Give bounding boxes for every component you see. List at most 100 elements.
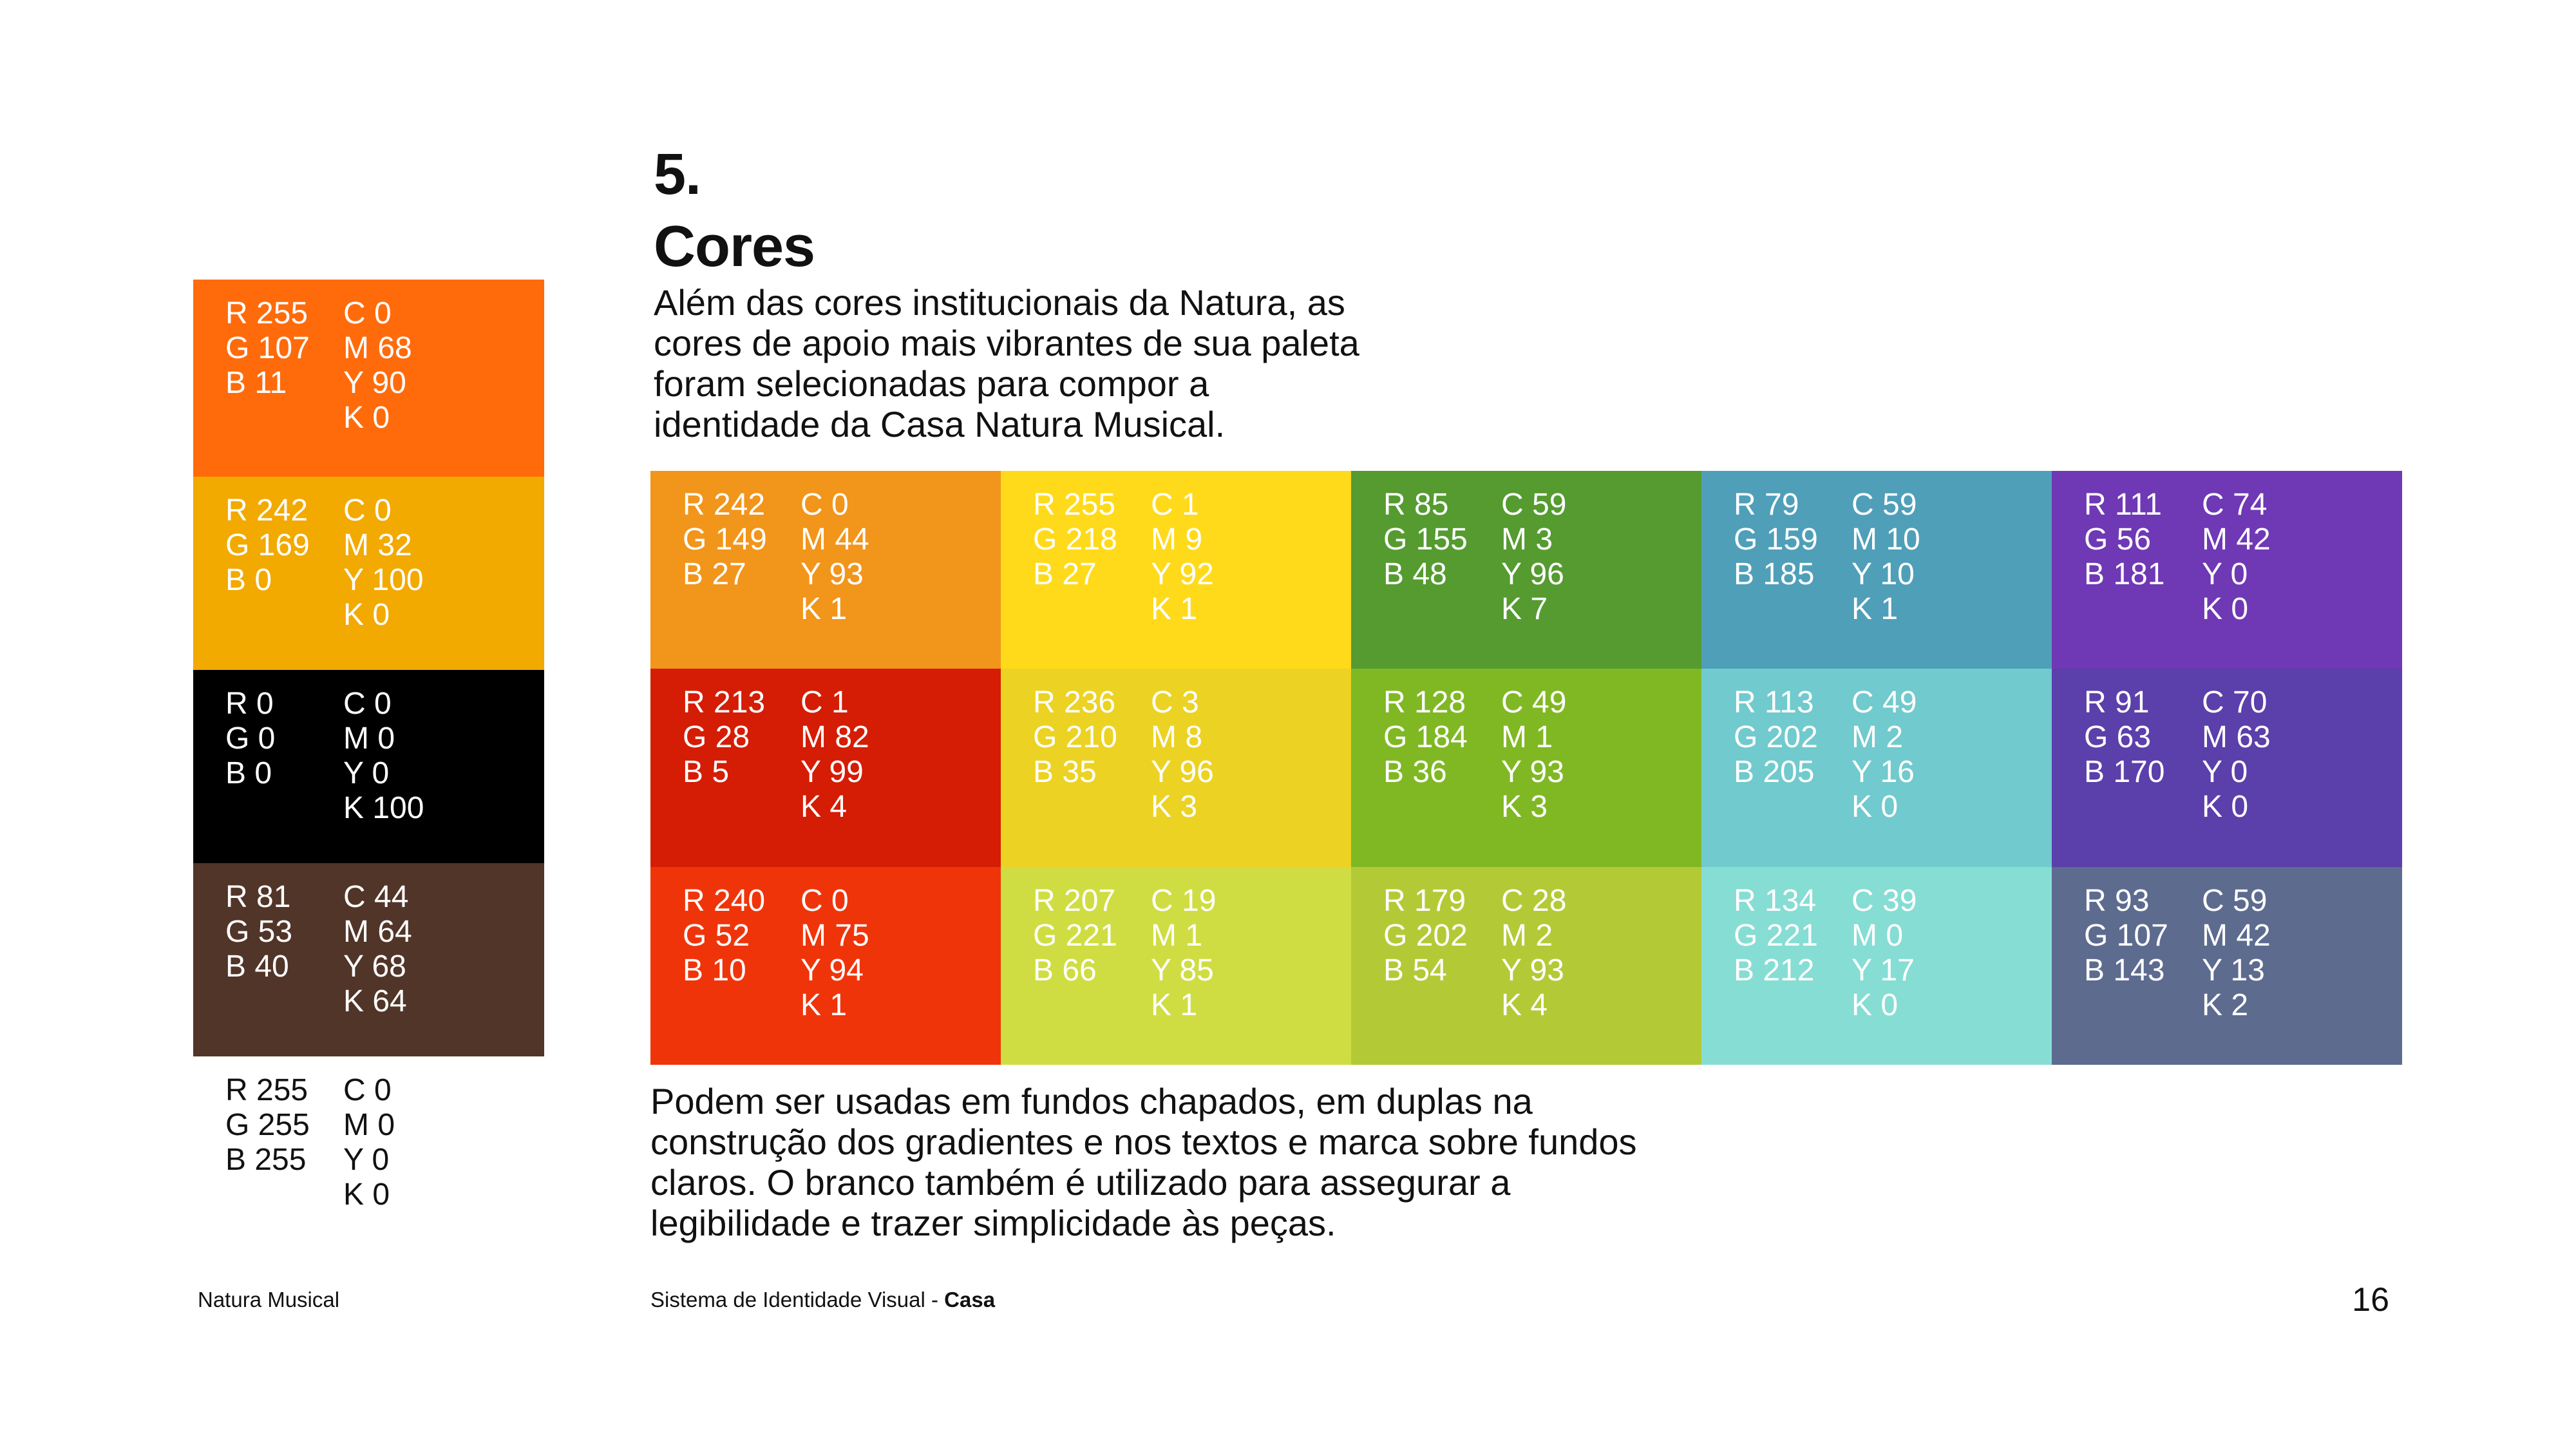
rgb-value: R 0	[225, 687, 274, 721]
rgb-value: B 27	[683, 557, 746, 591]
cmyk-value: Y 93	[1501, 755, 1564, 790]
rgb-values: R 255 G 218 B 27	[1033, 488, 1151, 627]
cmyk-value: M 1	[1501, 720, 1553, 755]
rgb-values: R 81 G 53 B 40	[225, 880, 343, 1019]
cmyk-values: C 59 M 42 Y 13 K 2	[2202, 884, 2298, 1023]
cmyk-value: K 0	[1852, 790, 1899, 825]
cmyk-value: C 1	[1151, 488, 1199, 522]
rgb-value: R 242	[225, 493, 308, 528]
rgb-values: R 134 G 221 B 212	[1734, 884, 1852, 1023]
cmyk-value: K 4	[800, 790, 848, 825]
rgb-value: B 36	[1383, 755, 1447, 790]
rgb-value: B 48	[1383, 557, 1447, 591]
color-swatch: R 79 G 159 B 185 C 59 M 10 Y 10 K 1	[1701, 471, 2052, 669]
rgb-values: R 213 G 28 B 5	[683, 685, 800, 825]
cmyk-value: C 0	[343, 493, 392, 528]
cmyk-value: Y 0	[2202, 755, 2248, 790]
rgb-value: B 185	[1734, 557, 1815, 591]
rgb-value: G 255	[225, 1108, 310, 1142]
cmyk-value: C 0	[800, 883, 849, 918]
rgb-values: R 207 G 221 B 66	[1033, 884, 1151, 1023]
cmyk-value: C 59	[1501, 488, 1567, 522]
rgb-values: R 255 G 255 B 255	[225, 1073, 343, 1212]
cmyk-value: Y 16	[1852, 755, 1915, 790]
rgb-value: R 111	[2084, 488, 2162, 522]
rgb-value: R 255	[225, 1073, 308, 1107]
cmyk-value: K 0	[343, 1178, 390, 1212]
rgb-value: R 79	[1734, 488, 1799, 522]
cmyk-value: Y 93	[800, 557, 864, 591]
footer-document-title: Sistema de Identidade Visual - Casa	[650, 1287, 995, 1313]
rgb-value: R 93	[2084, 883, 2150, 918]
cmyk-value: Y 92	[1151, 557, 1214, 591]
cmyk-value: Y 0	[343, 756, 390, 790]
section-number: 5.	[654, 142, 701, 207]
cmyk-value: K 0	[343, 598, 390, 632]
cmyk-value: K 2	[2202, 987, 2249, 1022]
rgb-value: R 255	[225, 296, 308, 330]
cmyk-value: M 68	[343, 331, 412, 365]
cmyk-value: M 0	[343, 721, 395, 756]
rgb-value: B 170	[2084, 755, 2165, 790]
rgb-values: R 91 G 63 B 170	[2084, 685, 2202, 825]
rgb-value: G 28	[683, 720, 750, 755]
rgb-values: R 111 G 56 B 181	[2084, 488, 2202, 627]
cmyk-value: M 64	[343, 915, 412, 949]
cmyk-value: C 59	[1852, 488, 1917, 522]
cmyk-value: C 44	[343, 880, 409, 914]
rgb-value: B 205	[1734, 755, 1815, 790]
cmyk-value: C 74	[2202, 488, 2268, 522]
cmyk-value: M 42	[2202, 918, 2271, 953]
cmyk-value: K 0	[2202, 592, 2249, 626]
cmyk-values: C 44 M 64 Y 68 K 64	[343, 880, 440, 1019]
cmyk-value: K 0	[343, 401, 390, 435]
rgb-value: R 242	[683, 488, 766, 522]
rgb-values: R 79 G 159 B 185	[1734, 488, 1852, 627]
section-title: Cores	[654, 215, 815, 279]
cmyk-value: Y 100	[343, 563, 424, 597]
rgb-value: R 85	[1383, 488, 1449, 522]
cmyk-value: Y 94	[800, 953, 864, 987]
rgb-value: B 11	[225, 366, 287, 400]
cmyk-value: K 7	[1501, 592, 1548, 626]
cmyk-value: C 59	[2202, 883, 2268, 918]
cmyk-value: M 3	[1501, 522, 1553, 557]
rgb-value: B 40	[225, 949, 289, 984]
cmyk-value: K 3	[1501, 790, 1548, 825]
rgb-values: R 93 G 107 B 143	[2084, 884, 2202, 1023]
rgb-values: R 236 G 210 B 35	[1033, 685, 1151, 825]
rgb-value: G 202	[1734, 720, 1818, 755]
rgb-value: B 10	[683, 953, 746, 987]
cmyk-value: Y 85	[1151, 953, 1214, 987]
rgb-value: R 236	[1033, 685, 1116, 720]
cmyk-value: M 63	[2202, 720, 2271, 755]
page-number: 16	[2352, 1281, 2389, 1319]
rgb-value: R 240	[683, 883, 766, 918]
rgb-value: G 0	[225, 721, 276, 756]
color-swatch: R 93 G 107 B 143 C 59 M 42 Y 13 K 2	[2052, 866, 2402, 1065]
